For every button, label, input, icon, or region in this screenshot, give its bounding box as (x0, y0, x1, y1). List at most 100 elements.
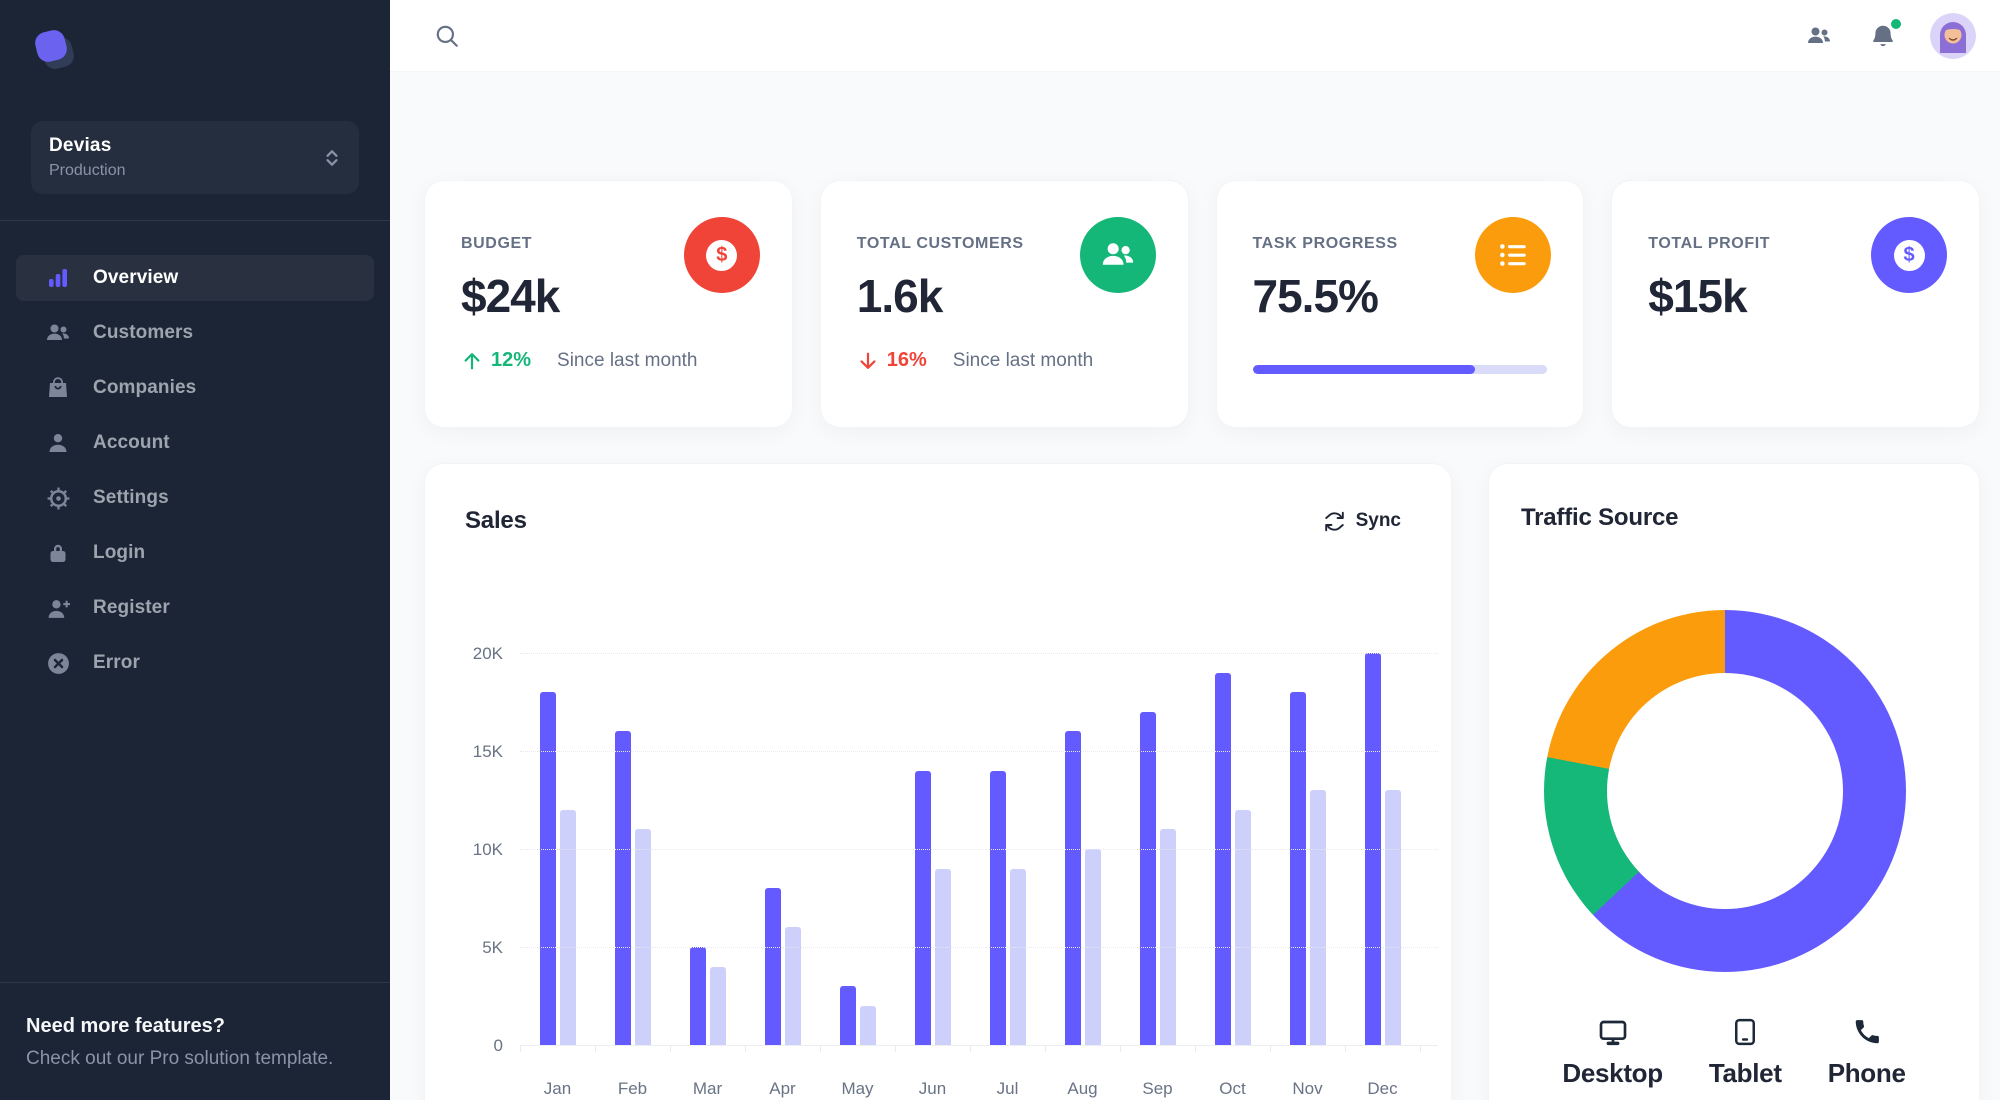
total-profit-label: Total Profit (1648, 235, 1771, 252)
bar-last-year (709, 966, 726, 1045)
brand-logo[interactable] (0, 0, 390, 96)
currency-dollar-icon: $ (683, 217, 760, 293)
budget-label: Budget (461, 235, 533, 252)
total-customers-value: 1.6k (856, 270, 944, 322)
charts-row: Sales Sync 0 5K 10K 15K 20K Jan Feb Mar Apr May J… (424, 463, 1980, 1100)
sidebar-item-settings[interactable]: Settings (16, 475, 374, 521)
bar-group-jan (520, 653, 595, 1045)
task-progress-bar (1252, 365, 1548, 374)
main-area: Budget $24k $ 12% Since last month Tot (390, 0, 2000, 1100)
bar-this-year (614, 731, 631, 1045)
bar-group-apr (745, 653, 820, 1045)
legend-item-desktop: Desktop (1562, 1012, 1663, 1089)
bar-last-year (1009, 868, 1026, 1045)
sidebar-footer-subtitle: Check out our Pro solution template. (26, 1048, 334, 1069)
x-axis-label: Jun (918, 1079, 947, 1098)
task-progress-value: 75.5% (1252, 270, 1379, 322)
sync-refresh-icon (1324, 511, 1344, 531)
notifications-bell-icon (1873, 25, 1893, 46)
bar-group-nov (1270, 653, 1345, 1045)
bar-last-year (784, 927, 801, 1045)
bar-last-year (1309, 790, 1326, 1045)
budget-value: $24k (461, 270, 560, 322)
sync-button[interactable]: Sync (1314, 504, 1411, 538)
chart-bars-icon (45, 265, 71, 291)
stats-row: Budget $24k $ 12% Since last month Tot (424, 180, 1980, 428)
search-icon[interactable] (434, 23, 460, 49)
sidebar-item-register[interactable]: Register (16, 585, 374, 631)
x-axis-label: Sep (1142, 1079, 1173, 1098)
bar-this-year (1064, 731, 1081, 1045)
users-icon (1079, 217, 1156, 293)
currency-dollar-icon: $ (1871, 217, 1947, 293)
sidebar-item-customers[interactable]: Customers (16, 310, 374, 356)
bar-this-year (1139, 711, 1156, 1045)
user-plus-icon (45, 595, 71, 621)
bar-this-year (539, 692, 556, 1045)
sales-bar-plot (520, 653, 1438, 1046)
caret-up-down-icon (326, 149, 338, 166)
x-axis-label: Nov (1292, 1079, 1323, 1098)
legend-item-phone: Phone (1828, 1012, 1906, 1089)
bar-group-jun (895, 653, 970, 1045)
user-icon (45, 430, 71, 456)
bar-this-year (839, 986, 856, 1045)
bar-this-year (764, 888, 781, 1045)
x-circle-icon (45, 650, 71, 676)
x-axis-label: May (841, 1079, 874, 1098)
shopping-bag-icon (45, 375, 71, 401)
budget-card: Budget $24k $ 12% Since last month (424, 180, 793, 428)
bar-this-year (1214, 672, 1231, 1045)
devias-logo-icon (35, 30, 74, 69)
sidebar-item-account[interactable]: Account (16, 420, 374, 466)
sidebar-item-overview[interactable]: Overview (16, 255, 374, 301)
task-progress-fill (1252, 365, 1476, 374)
bar-group-feb (595, 653, 670, 1045)
legend-item-tablet: Tablet (1709, 1012, 1782, 1089)
tablet-icon (1730, 1012, 1760, 1048)
bar-this-year (689, 947, 706, 1045)
gear-icon (45, 485, 71, 511)
sidebar-divider (0, 220, 390, 221)
traffic-donut-chart (1544, 610, 1906, 972)
sidebar-footer-title: Need more features? (26, 1015, 225, 1037)
sidebar-item-login[interactable]: Login (16, 530, 374, 576)
bar-last-year (1234, 809, 1251, 1045)
traffic-source-card: Traffic Source Desktop (1488, 463, 1980, 1100)
bar-last-year (1159, 829, 1176, 1045)
list-bullets-icon (1475, 217, 1552, 293)
lock-icon (45, 540, 71, 566)
sales-y-axis: 0 5K 10K 15K 20K (472, 644, 503, 1055)
sidebar-footer: Need more features? Check out our Pro so… (0, 982, 390, 1100)
task-progress-label: Task Progress (1252, 235, 1398, 252)
bar-group-jul (970, 653, 1045, 1045)
bar-group-sep (1120, 653, 1195, 1045)
x-axis-label: Jan (543, 1079, 572, 1098)
sidebar-item-companies[interactable]: Companies (16, 365, 374, 411)
arrow-down-icon (860, 352, 876, 369)
sales-x-axis-labels: Jan Feb Mar Apr May Jun Jul Aug Sep Oct Nov Dec (520, 1079, 1420, 1099)
contacts-button[interactable] (1806, 23, 1832, 49)
user-avatar[interactable] (1930, 12, 1976, 59)
desktop-icon (1597, 1012, 1629, 1048)
arrow-up-icon (464, 352, 480, 369)
sidebar: Devias Production Overview Customers Com… (0, 0, 390, 1100)
sales-bars (520, 653, 1420, 1045)
sidebar-item-error[interactable]: Error (16, 640, 374, 686)
users-icon (45, 320, 71, 346)
topbar (390, 0, 2000, 72)
sidebar-nav: Overview Customers Companies Account Set… (0, 221, 390, 695)
total-customers-label: Total Customers (856, 235, 1024, 252)
total-profit-card: Total Profit $15k $ (1611, 180, 1980, 428)
workspace-selector[interactable]: Devias Production (31, 121, 359, 194)
avatar-image (1930, 12, 1976, 59)
total-customers-trend: 16% Since last month (857, 349, 1156, 372)
bar-last-year (559, 809, 576, 1045)
total-profit-value: $15k (1648, 270, 1747, 322)
notifications-button[interactable] (1870, 18, 1901, 49)
donut-hole (1607, 673, 1843, 909)
bar-this-year (989, 770, 1006, 1045)
x-axis-label: Feb (617, 1079, 648, 1098)
traffic-legend: Desktop Tablet Phone (1489, 1012, 1979, 1089)
sales-x-axis-ticks (520, 1045, 1438, 1052)
